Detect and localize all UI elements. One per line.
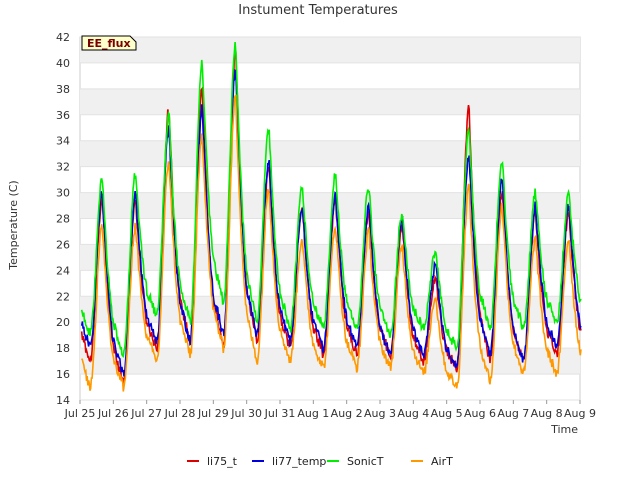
series-lines	[80, 42, 582, 392]
y-tick-label: 18	[56, 342, 70, 355]
y-axis-title: Temperature (C)	[7, 180, 20, 270]
x-tick-label: Aug 9	[564, 407, 596, 420]
y-tick-label: 28	[56, 213, 70, 226]
x-tick-label: Aug 7	[497, 407, 529, 420]
x-axis: Jul 25 Jul 26 Jul 27 Jul 28 Jul 29 Jul 30 Jul …	[64, 400, 596, 420]
ee-flux-badge: EE_flux	[81, 35, 137, 51]
y-tick-label: 34	[56, 135, 70, 148]
series-line-sonict	[80, 42, 582, 358]
x-tick-label: Jul 28	[164, 407, 196, 420]
x-tick-label: Aug 3	[364, 407, 396, 420]
x-tick-label: Aug 6	[464, 407, 496, 420]
x-tick-label: Jul 27	[130, 407, 162, 420]
y-tick-label: 40	[56, 57, 70, 70]
y-axis: 14 16 18 20 22 24 26 28 30 32 34 36 38 40 42	[56, 31, 70, 407]
y-tick-label: 32	[56, 161, 70, 174]
y-tick-label: 42	[56, 31, 70, 44]
y-tick-label: 30	[56, 187, 70, 200]
x-tick-label: Jul 25	[64, 407, 96, 420]
x-tick-label: Jul 31	[264, 407, 296, 420]
x-tick-label: Aug 5	[431, 407, 463, 420]
grid-band	[80, 140, 580, 167]
y-tick-label: 24	[56, 264, 70, 277]
grid-band	[80, 296, 580, 323]
legend-label: li75_t	[207, 455, 238, 468]
y-tick-label: 38	[56, 83, 70, 96]
grid-band	[80, 348, 580, 375]
x-tick-label: Aug 1	[297, 407, 329, 420]
x-tick-label: Jul 30	[230, 407, 262, 420]
x-tick-label: Jul 26	[97, 407, 129, 420]
badge-label: EE_flux	[87, 37, 131, 50]
y-tick-label: 16	[56, 368, 70, 381]
y-tick-label: 22	[56, 290, 70, 303]
y-tick-label: 36	[56, 109, 70, 122]
legend-label: li77_temp	[272, 455, 326, 468]
y-tick-label: 20	[56, 316, 70, 329]
x-tick-label: Aug 4	[397, 407, 429, 420]
grid-band	[80, 88, 580, 115]
badge-box	[81, 35, 137, 51]
x-tick-label: Jul 29	[197, 407, 229, 420]
grid-band	[80, 37, 580, 63]
series-line-airt	[81, 94, 582, 392]
x-tick-label: Aug 2	[331, 407, 363, 420]
legend: li75_t li77_temp SonicT AirT	[187, 455, 453, 468]
legend-label: AirT	[431, 455, 453, 468]
legend-label: SonicT	[347, 455, 384, 468]
y-tick-label: 14	[56, 394, 70, 407]
chart-title: Instument Temperatures	[238, 3, 398, 18]
x-axis-title: Time	[550, 423, 578, 436]
x-tick-label: Aug 8	[531, 407, 563, 420]
y-tick-label: 26	[56, 238, 70, 251]
